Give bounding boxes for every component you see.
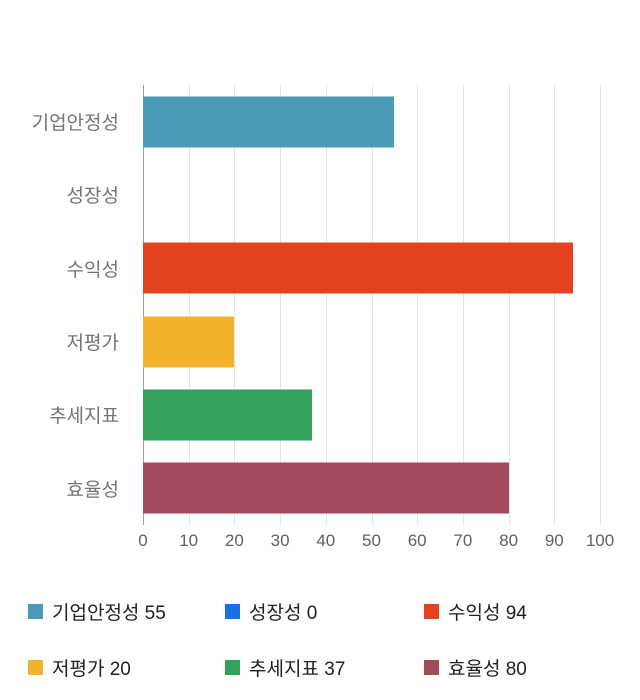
gridline	[600, 85, 601, 525]
legend-item[interactable]: 성장성 0	[225, 598, 424, 625]
legend-label: 수익성 94	[448, 602, 527, 624]
bar-row	[143, 158, 600, 231]
gridline	[280, 85, 282, 525]
legend-label: 효율성 80	[448, 658, 527, 680]
legend-marker-icon	[424, 659, 439, 675]
x-tick-label: 80	[499, 531, 519, 550]
y-axis-label: 기업안정성	[31, 113, 119, 135]
legend-label: 기업안정성 55	[52, 602, 166, 624]
x-tick-label: 100	[585, 531, 615, 550]
x-tick-label: 10	[179, 531, 199, 550]
y-axis-label: 효율성	[66, 479, 119, 501]
legend-item[interactable]: 기업안정성 55	[28, 598, 225, 625]
legend-item[interactable]: 추세지표 37	[225, 654, 424, 681]
y-axis-label: 성장성	[66, 186, 119, 208]
legend-item[interactable]: 효율성 80	[424, 654, 618, 681]
bar-효율성[interactable]	[143, 462, 509, 514]
legend-item[interactable]: 저평가 20	[28, 654, 225, 681]
bar-row	[143, 85, 600, 158]
gridline	[417, 85, 419, 525]
bar-row	[143, 378, 600, 451]
gridline	[188, 85, 190, 525]
bar-추세지표[interactable]	[143, 389, 313, 441]
legend-marker-icon	[225, 603, 240, 619]
y-axis-line	[143, 85, 144, 525]
gridline	[325, 85, 327, 525]
x-tick-label: 0	[138, 531, 148, 550]
bar-row	[143, 305, 600, 378]
legend-item[interactable]: 수익성 94	[424, 598, 618, 625]
gridline	[234, 85, 236, 525]
plot-area	[143, 85, 601, 525]
bar-수익성[interactable]	[143, 242, 573, 294]
bar-row	[143, 232, 600, 305]
legend-label: 성장성 0	[249, 602, 318, 624]
x-tick-label: 70	[453, 531, 473, 550]
legend-marker-icon	[424, 603, 439, 619]
legend-label: 저평가 20	[52, 658, 131, 680]
y-axis-label: 수익성	[66, 259, 119, 281]
x-axis-ticks: 0 10 20 30 40 50 60 70 80 90 100	[138, 531, 614, 553]
y-axis-label: 저평가	[66, 333, 119, 355]
gridline	[554, 85, 556, 525]
gridline	[371, 85, 373, 525]
bar-row	[143, 452, 600, 525]
legend-marker-icon	[28, 603, 43, 619]
legend-marker-icon	[225, 659, 240, 675]
y-axis-label: 추세지표	[49, 406, 119, 428]
gridline	[508, 85, 510, 525]
bar-기업안정성[interactable]	[143, 96, 395, 148]
x-tick-label: 30	[270, 531, 290, 550]
x-tick-label: 90	[544, 531, 564, 550]
x-tick-label: 50	[362, 531, 381, 550]
x-tick-label: 60	[407, 531, 427, 550]
gridline	[462, 85, 464, 525]
x-tick-label: 40	[316, 531, 336, 550]
legend: 기업안정성 55 성장성 0 수익성 94 저평가 20 추세지표 37 효율성 80	[28, 583, 618, 695]
x-tick-label: 20	[224, 531, 244, 550]
bar-저평가[interactable]	[143, 316, 235, 368]
legend-marker-icon	[28, 659, 43, 675]
legend-label: 추세지표 37	[249, 658, 346, 680]
